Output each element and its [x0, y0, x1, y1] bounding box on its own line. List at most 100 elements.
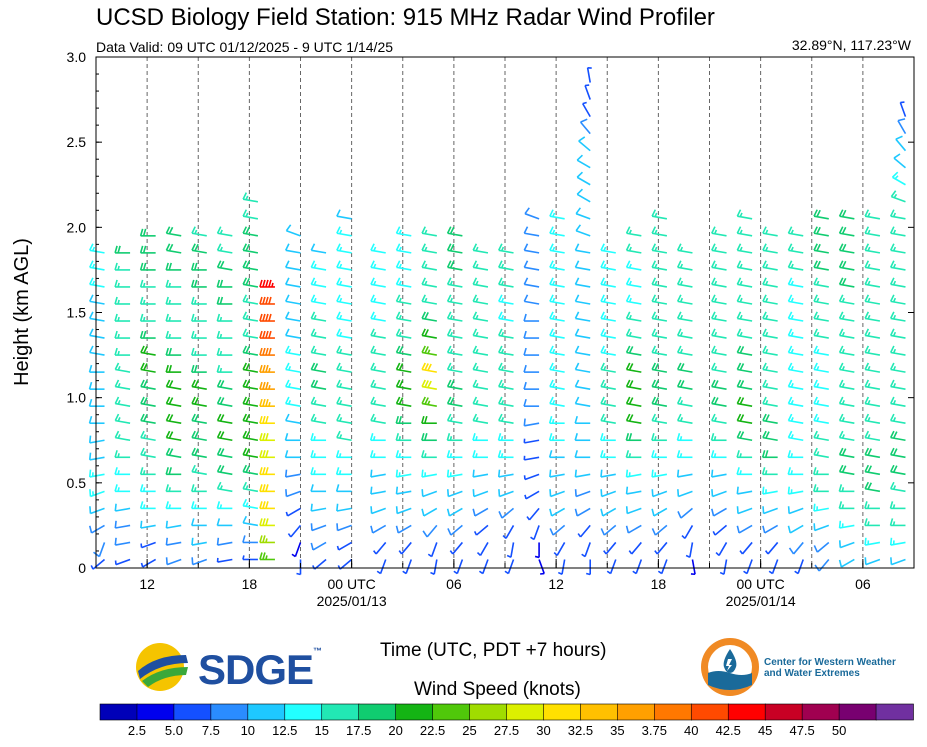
barb-staff	[788, 385, 804, 390]
barb-feather	[89, 345, 94, 353]
barb-feather	[285, 379, 290, 387]
barb-feather	[497, 433, 502, 441]
barb-feather	[739, 380, 745, 388]
wind-barb	[336, 413, 352, 425]
barb-staff	[839, 541, 855, 549]
barb-half-feather	[765, 400, 769, 405]
wind-barb	[259, 330, 275, 339]
barb-half-feather	[685, 554, 691, 558]
wind-barb	[259, 518, 275, 527]
barb-feather	[165, 243, 171, 251]
barb-feather	[889, 501, 894, 509]
wind-barb	[242, 464, 259, 476]
barb-staff	[600, 351, 616, 356]
barb-feather	[216, 464, 222, 473]
barb-feather	[242, 396, 248, 404]
barb-staff	[375, 541, 387, 555]
barb-feather	[472, 396, 478, 404]
barb-staff	[396, 368, 412, 373]
barb-staff	[285, 249, 301, 254]
wind-barb	[813, 328, 829, 339]
barb-half-feather	[577, 533, 582, 538]
barb-staff	[865, 487, 881, 493]
barb-feather	[165, 396, 171, 404]
wind-barb	[549, 328, 565, 339]
barb-feather	[549, 379, 554, 387]
barb-feather	[336, 503, 339, 512]
barb-half-feather	[892, 417, 897, 422]
barb-staff	[90, 507, 105, 515]
barb-feather	[88, 435, 92, 443]
barb-feather	[625, 226, 631, 234]
barb-half-feather	[168, 333, 171, 339]
barb-feather	[864, 328, 870, 336]
barb-half-feather	[143, 434, 147, 439]
wind-barb	[114, 379, 131, 390]
barb-feather	[421, 379, 426, 387]
barb-feather	[889, 328, 895, 336]
barb-feather	[813, 467, 817, 475]
barb-half-feather	[502, 534, 507, 539]
barb-feather	[625, 379, 631, 387]
barb-feather	[549, 277, 554, 285]
barb-feather	[548, 415, 553, 424]
colorbar-swatch	[838, 703, 877, 721]
wind-barb	[600, 362, 616, 373]
wind-barb	[549, 362, 565, 373]
barb-feather	[285, 396, 290, 404]
barb-feather	[114, 413, 120, 421]
barb-feather	[838, 345, 844, 353]
barb-feather	[259, 450, 263, 458]
barb-feather	[310, 503, 313, 512]
barb-staff	[370, 283, 386, 288]
wind-barb	[370, 345, 386, 356]
wind-barb	[711, 260, 727, 271]
wind-barb	[140, 362, 156, 373]
wind-barb	[336, 523, 352, 532]
wind-barb	[864, 226, 881, 237]
x-tick-label: 18	[651, 576, 667, 592]
barb-staff	[813, 215, 829, 220]
barb-half-feather	[715, 551, 720, 557]
station-coordinates: 32.89°N, 117.23°W	[791, 37, 911, 53]
wind-barb	[787, 450, 804, 459]
barb-feather	[88, 415, 93, 424]
barb-staff	[712, 490, 727, 498]
wind-barb	[762, 243, 778, 254]
barb-staff	[396, 473, 412, 478]
wind-barb	[336, 294, 352, 305]
barb-feather	[764, 450, 769, 458]
barb-feather	[498, 345, 503, 353]
wind-barb	[889, 243, 906, 254]
barb-feather	[651, 260, 657, 268]
barb-half-feather	[790, 246, 794, 252]
wind-barb	[88, 415, 105, 425]
barb-feather	[447, 528, 452, 536]
barb-staff	[578, 140, 591, 152]
barb-feather	[242, 277, 248, 285]
barb-half-feather	[117, 453, 120, 458]
barb-staff	[788, 402, 804, 407]
barb-feather	[265, 330, 269, 339]
barb-half-feather	[500, 297, 505, 303]
barb-half-feather	[339, 280, 343, 286]
barb-staff	[89, 456, 105, 461]
barb-staff	[839, 351, 855, 356]
barb-staff	[890, 487, 906, 493]
barb-feather	[395, 311, 401, 319]
barb-staff	[788, 334, 804, 339]
barb-staff	[473, 368, 489, 373]
wind-barb	[395, 277, 412, 288]
barb-staff	[242, 419, 259, 425]
wind-barb	[838, 447, 855, 459]
barb-half-feather	[424, 246, 428, 252]
barb-feather	[600, 311, 605, 319]
barb-half-feather	[219, 333, 223, 339]
barb-feather	[395, 226, 401, 234]
wind-barb	[88, 435, 105, 444]
wind-barb	[370, 362, 386, 373]
barb-feather	[168, 226, 174, 235]
barb-staff	[421, 473, 437, 478]
barb-staff	[311, 334, 327, 339]
wind-barb	[259, 433, 275, 442]
